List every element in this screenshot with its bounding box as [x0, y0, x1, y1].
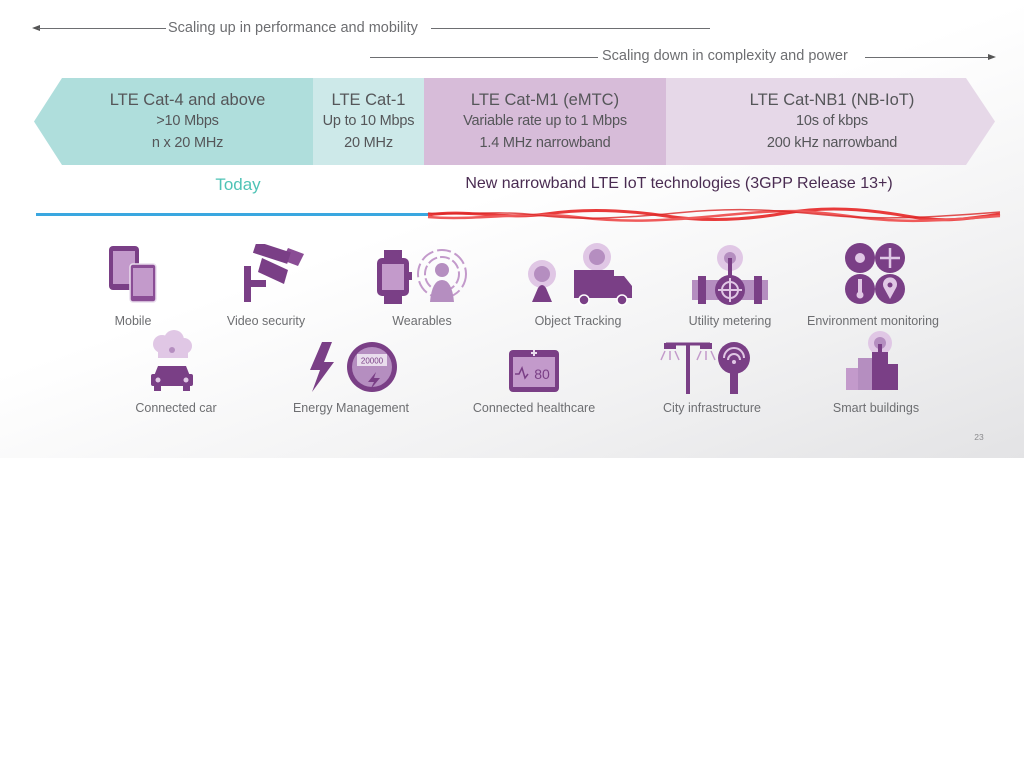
- smart-buildings-icon: [846, 331, 898, 390]
- today-label: Today: [215, 175, 261, 194]
- band-segment-catm1: [424, 78, 666, 165]
- category-title: LTE Cat-4 and above: [109, 91, 266, 109]
- video-security-icon: [244, 244, 304, 302]
- use-case-label-smart-buildings: Smart buildings: [832, 401, 920, 415]
- slide: Scaling up in performance and mobility S…: [0, 0, 1024, 458]
- category-bandwidth: 20 MHz: [344, 135, 393, 151]
- category-bandwidth: 1.4 MHz narrowband: [479, 135, 611, 151]
- arrow-line-complexity-left: [370, 57, 598, 58]
- arrow-right-head: [988, 54, 996, 60]
- page-number: 23: [974, 432, 984, 442]
- wearables-icon: [377, 249, 467, 304]
- arrow-line-complexity-right: [865, 57, 989, 58]
- category-title: LTE Cat-NB1 (NB-IoT): [749, 91, 915, 109]
- band-segment-cat1: [313, 78, 424, 165]
- object-tracking-icon: [528, 243, 632, 306]
- use-case-label-environment-monitoring: Environment monitoring: [806, 314, 939, 328]
- use-case-label-connected-healthcare: Connected healthcare: [472, 401, 596, 415]
- healthcare-monitor-value: 80: [534, 366, 550, 382]
- environment-monitoring-icon: [845, 243, 905, 304]
- utility-metering-icon: [692, 245, 768, 305]
- band-segment-catnb1: [666, 78, 995, 165]
- category-cat1: LTE Cat-1 Up to 10 Mbps 20 MHz: [313, 78, 424, 166]
- category-title: LTE Cat-1: [331, 91, 406, 109]
- use-case-label-mobile: Mobile: [114, 314, 152, 328]
- category-bandwidth: n x 20 MHz: [151, 135, 224, 151]
- use-case-label-city-infrastructure: City infrastructure: [663, 401, 761, 415]
- arrow-left-head: [32, 25, 40, 31]
- use-case-label-wearables: Wearables: [392, 314, 452, 328]
- band-segment-cat4: [34, 78, 313, 165]
- category-rate: >10 Mbps: [156, 113, 219, 129]
- complexity-arrow-label: Scaling down in complexity and power: [602, 48, 848, 64]
- category-catm1: LTE Cat-M1 (eMTC) Variable rate up to 1 …: [424, 78, 666, 166]
- narrowband-timeline-scribble: [427, 207, 1001, 223]
- category-rate: Variable rate up to 1 Mbps: [463, 113, 627, 129]
- narrowband-label: New narrowband LTE IoT technologies (3GP…: [465, 175, 893, 192]
- use-case-label-video-security: Video security: [226, 314, 306, 328]
- category-title: LTE Cat-M1 (eMTC): [470, 91, 620, 109]
- connected-healthcare-icon: 80: [509, 350, 559, 392]
- mobile-icon: [109, 246, 157, 303]
- today-timeline-bar: [36, 213, 430, 216]
- category-rate: Up to 10 Mbps: [322, 113, 415, 129]
- energy-management-icon: 20000: [310, 342, 397, 392]
- arrow-line-performance-left: [38, 28, 166, 29]
- category-rate: 10s of kbps: [796, 113, 868, 129]
- connected-car-icon: [151, 330, 193, 391]
- performance-arrow-label: Scaling up in performance and mobility: [168, 20, 418, 36]
- category-band: [34, 78, 995, 165]
- category-cat4: LTE Cat-4 and above >10 Mbps n x 20 MHz: [62, 78, 313, 166]
- category-bandwidth: 200 kHz narrowband: [766, 135, 898, 151]
- category-catnb1: LTE Cat-NB1 (NB-IoT) 10s of kbps 200 kHz…: [666, 78, 998, 166]
- use-case-label-object-tracking: Object Tracking: [534, 314, 622, 328]
- energy-meter-value: 20000: [361, 357, 384, 366]
- use-case-label-connected-car: Connected car: [135, 401, 217, 415]
- city-infrastructure-icon: [660, 342, 750, 394]
- arrow-line-performance-right: [431, 28, 710, 29]
- use-case-label-utility-metering: Utility metering: [688, 314, 772, 328]
- use-case-label-energy-management: Energy Management: [292, 401, 410, 415]
